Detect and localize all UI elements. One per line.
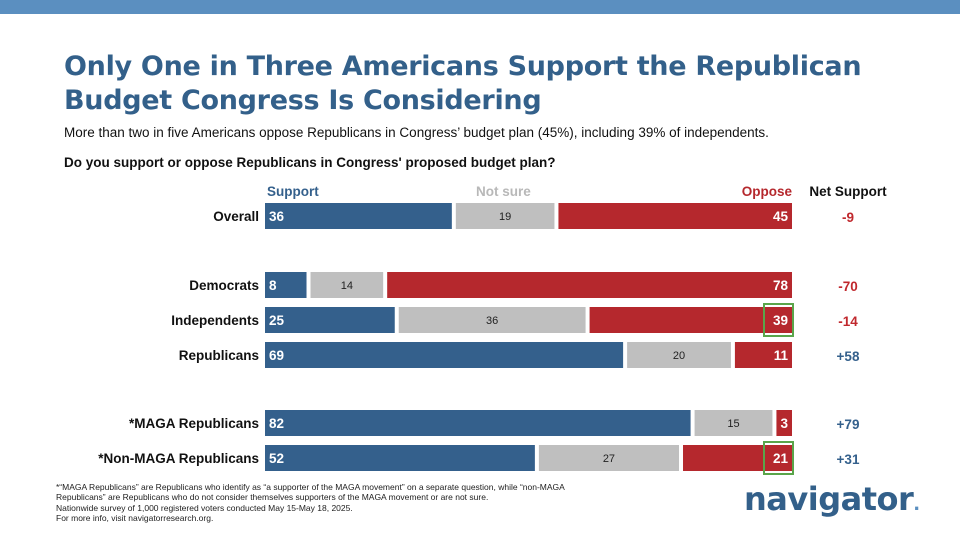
value-not-sure-maga-republicans: 15 bbox=[727, 418, 739, 430]
value-support-independents: 25 bbox=[269, 313, 285, 328]
bar-not-sure-independents bbox=[398, 307, 586, 333]
survey-question: Do you support or oppose Republicans in … bbox=[64, 155, 556, 170]
stacked-bar-chart: Support Not sure Oppose Net Support Overall 3… bbox=[98, 184, 887, 475]
value-support-overall: 36 bbox=[269, 209, 285, 224]
category-label-overall: Overall bbox=[213, 209, 259, 224]
value-not-sure-overall: 19 bbox=[499, 211, 511, 223]
footnote-more-info: For more info, visit navigatorresearch.o… bbox=[56, 513, 214, 524]
net-support-democrats: -70 bbox=[838, 279, 858, 294]
bar-support-overall bbox=[265, 203, 452, 229]
legend-oppose: Oppose bbox=[742, 184, 793, 199]
bar-oppose-overall bbox=[558, 203, 792, 229]
page-title: Only One in Three Americans Support the … bbox=[64, 51, 862, 116]
bar-support-republicans bbox=[265, 342, 624, 368]
category-label-republicans: Republicans bbox=[179, 348, 259, 363]
net-support-maga-republicans: +79 bbox=[837, 417, 860, 432]
footnotes: *“MAGA Republicans” are Republicans who … bbox=[56, 482, 616, 524]
top-accent-bar bbox=[0, 0, 960, 14]
bar-support-non-maga-republicans bbox=[265, 445, 535, 471]
value-support-maga-republicans: 82 bbox=[269, 416, 284, 431]
bar-not-sure-non-maga-republicans bbox=[538, 445, 680, 471]
bar-oppose-democrats bbox=[387, 272, 792, 298]
bar-not-sure-republicans bbox=[627, 342, 731, 368]
highlight-box-non-maga-republicans bbox=[763, 441, 794, 475]
footnote-survey-method: Nationwide survey of 1,000 registered vo… bbox=[56, 502, 353, 513]
bar-oppose-non-maga-republicans bbox=[683, 445, 792, 471]
value-not-sure-independents: 36 bbox=[486, 315, 498, 327]
highlight-box-independents bbox=[763, 303, 794, 337]
value-not-sure-non-maga-republicans: 27 bbox=[603, 453, 615, 465]
navigator-logo: navigator. bbox=[744, 480, 920, 518]
bar-oppose-independents bbox=[589, 307, 792, 333]
logo-wordmark: navigator bbox=[744, 480, 914, 518]
legend-not-sure: Not sure bbox=[476, 184, 531, 199]
value-oppose-non-maga-republicans: 21 bbox=[773, 451, 789, 466]
bar-not-sure-democrats bbox=[310, 272, 384, 298]
category-label-democrats: Democrats bbox=[189, 278, 259, 293]
net-support-independents: -14 bbox=[838, 314, 858, 329]
bar-not-sure-overall bbox=[455, 203, 555, 229]
value-oppose-overall: 45 bbox=[773, 209, 789, 224]
subtitle: More than two in five Americans oppose R… bbox=[64, 125, 769, 140]
footnote-maga-definition: *“MAGA Republicans” are Republicans who … bbox=[56, 482, 565, 503]
value-not-sure-republicans: 20 bbox=[673, 350, 685, 362]
legend-support: Support bbox=[267, 184, 319, 199]
bar-not-sure-maga-republicans bbox=[694, 410, 773, 436]
value-not-sure-democrats: 14 bbox=[341, 280, 353, 292]
bar-oppose-republicans bbox=[734, 342, 792, 368]
logo-dot: . bbox=[913, 494, 920, 515]
value-oppose-republicans: 11 bbox=[774, 348, 789, 363]
category-label-independents: Independents bbox=[171, 313, 259, 328]
value-support-non-maga-republicans: 52 bbox=[269, 451, 284, 466]
value-support-democrats: 8 bbox=[269, 278, 277, 293]
net-support-republicans: +58 bbox=[837, 349, 860, 364]
bar-oppose-maga-republicans bbox=[776, 410, 792, 436]
category-label-non-maga-republicans: *Non-MAGA Republicans bbox=[98, 451, 259, 466]
net-support-non-maga-republicans: +31 bbox=[837, 452, 860, 467]
value-oppose-maga-republicans: 3 bbox=[780, 416, 788, 431]
value-oppose-democrats: 78 bbox=[773, 278, 789, 293]
net-support-overall: -9 bbox=[842, 210, 854, 225]
bar-support-democrats bbox=[265, 272, 307, 298]
value-oppose-independents: 39 bbox=[773, 313, 788, 328]
category-label-maga-republicans: *MAGA Republicans bbox=[129, 416, 259, 431]
bar-support-maga-republicans bbox=[265, 410, 691, 436]
bar-support-independents bbox=[265, 307, 395, 333]
net-support-header: Net Support bbox=[809, 184, 887, 199]
value-support-republicans: 69 bbox=[269, 348, 284, 363]
